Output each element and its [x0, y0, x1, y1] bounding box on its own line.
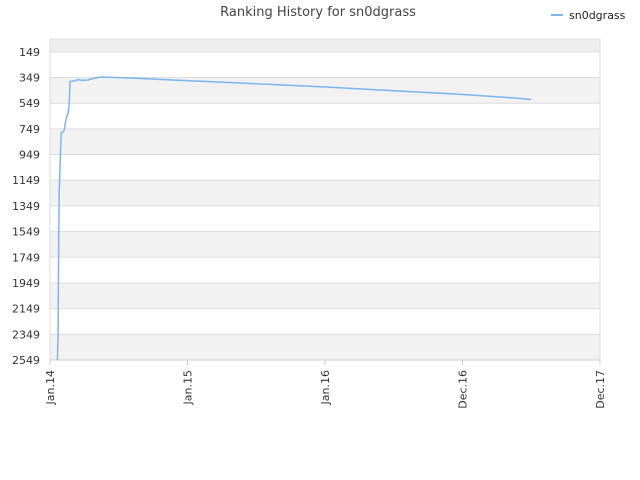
y-tick-label: 2349 [12, 328, 40, 341]
plot-band [50, 51, 600, 78]
y-tick-label: 2549 [12, 354, 40, 367]
y-tick-label: 1549 [12, 226, 40, 239]
y-tick-label: 349 [19, 72, 40, 85]
plot-band [50, 231, 600, 258]
y-tick-label: 749 [19, 123, 40, 136]
plot-band [50, 205, 600, 232]
y-tick-label: 149 [19, 46, 40, 59]
axis-ticks: 149 349 549 749 949 1149 1349 1549 1749 1949 2149 2… [12, 46, 607, 409]
plot-band [50, 334, 600, 360]
plot-band [50, 257, 600, 283]
legend[interactable]: sn0dgrass [551, 9, 626, 22]
plot-band [50, 308, 600, 335]
plot-band [50, 282, 600, 309]
plot-bands [50, 39, 600, 360]
x-tick-label: Dec.17 [594, 370, 607, 409]
x-tick-label: Jan.16 [319, 370, 332, 405]
y-tick-label: 1349 [12, 200, 40, 213]
y-tick-label: 1749 [12, 251, 40, 264]
x-tick-label: Dec.16 [457, 370, 470, 409]
plot-band [50, 180, 600, 206]
y-tick-label: 549 [19, 97, 40, 110]
y-tick-label: 1149 [12, 174, 40, 187]
plot-band [50, 128, 600, 155]
plot-band [50, 77, 600, 104]
chart-title: Ranking History for sn0dgrass [220, 5, 416, 20]
grid-lines [49, 38, 601, 361]
y-tick-label: 949 [19, 149, 40, 162]
plot-band [50, 39, 600, 52]
x-tick-label: Jan.15 [182, 370, 195, 405]
legend-label: sn0dgrass [569, 9, 626, 22]
x-tick-label: Jan.14 [44, 370, 57, 405]
plot-band [50, 154, 600, 181]
y-tick-label: 2149 [12, 303, 40, 316]
y-tick-label: 1949 [12, 277, 40, 290]
series-line-sn0dgrass[interactable] [56, 76, 532, 361]
series-layer [56, 76, 532, 361]
plot-band [50, 103, 600, 129]
